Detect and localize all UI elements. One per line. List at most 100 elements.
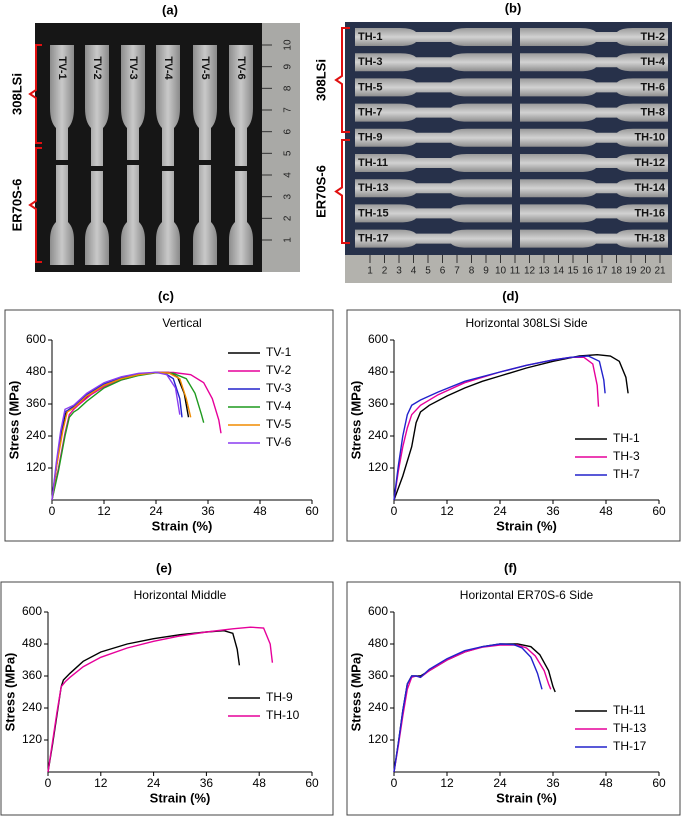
ruler-label: 7 [454, 266, 460, 277]
ruler-label: 10 [283, 39, 294, 51]
y-tick-label: 120 [368, 460, 388, 474]
specimen-label: TH-15 [358, 207, 389, 219]
specimen [355, 179, 512, 198]
series-line [393, 643, 556, 773]
specimen-label: TH-3 [358, 56, 382, 68]
series-line [51, 371, 192, 501]
legend-label: TH-7 [613, 467, 640, 481]
x-tick-label: 24 [147, 776, 161, 790]
x-tick-label: 12 [440, 504, 454, 518]
series-line [393, 353, 629, 501]
chart-title: Horizontal ER70S-6 Side [460, 588, 594, 602]
x-tick-label: 60 [652, 504, 666, 518]
chart-title: Vertical [162, 316, 201, 330]
specimen [520, 179, 668, 198]
legend-label: TV-5 [266, 417, 292, 431]
x-tick-label: 0 [49, 504, 56, 518]
group-bracket [334, 139, 350, 244]
x-tick-label: 0 [45, 776, 52, 790]
y-tick-label: 120 [22, 732, 42, 746]
ruler-label: 6 [283, 128, 294, 134]
fracture-gap [89, 166, 105, 171]
ruler-label: 15 [567, 266, 579, 277]
specimen-label: TH-18 [634, 233, 665, 245]
x-tick-label: 36 [546, 504, 560, 518]
x-tick-label: 60 [305, 776, 319, 790]
y-tick-label: 600 [26, 332, 46, 346]
specimen [520, 154, 668, 172]
x-tick-label: 12 [97, 504, 111, 518]
x-tick-label: 36 [201, 504, 215, 518]
x-tick-label: 24 [493, 776, 507, 790]
panel-label: (a) [162, 2, 178, 17]
x-axis-label: Strain (%) [496, 518, 557, 533]
specimen [355, 204, 512, 223]
y-axis-label: Stress (MPa) [348, 381, 363, 460]
ruler-label: 16 [582, 266, 594, 277]
specimen [193, 45, 217, 265]
chart-title: Horizontal Middle [134, 588, 227, 602]
y-tick-label: 240 [26, 428, 46, 442]
specimen-label: TV-2 [91, 56, 103, 79]
specimen-label: TH-17 [358, 233, 389, 245]
specimen-label: TH-2 [641, 31, 665, 43]
specimen [520, 53, 668, 72]
x-tick-label: 12 [440, 776, 454, 790]
y-tick-label: 360 [22, 668, 42, 682]
x-axis-label: Strain (%) [152, 518, 213, 533]
y-tick-label: 240 [22, 700, 42, 714]
group-label: ER70S-6 [9, 179, 24, 232]
fracture-gap [160, 166, 176, 171]
specimen [520, 229, 668, 248]
specimen-label: TH-7 [358, 107, 382, 119]
panel-label: (d) [502, 288, 519, 303]
x-tick-label: 0 [391, 504, 398, 518]
y-tick-label: 360 [26, 396, 46, 410]
ruler-label: 17 [596, 266, 608, 277]
ruler-label: 14 [553, 266, 565, 277]
ruler-label: 8 [283, 85, 294, 91]
y-tick-label: 240 [368, 428, 388, 442]
ruler-label: 12 [524, 266, 536, 277]
group-bracket [28, 44, 42, 144]
x-tick-label: 48 [253, 776, 267, 790]
x-tick-label: 60 [305, 504, 319, 518]
specimen-label: TH-8 [641, 107, 665, 119]
ruler-label: 13 [538, 266, 550, 277]
panel-frame [346, 309, 681, 542]
fracture-gap [125, 160, 141, 165]
specimen-label: TH-6 [641, 81, 665, 93]
photo-a-ruler [262, 23, 300, 272]
y-tick-label: 480 [368, 636, 388, 650]
specimen [520, 78, 668, 97]
series-line [47, 626, 274, 773]
ruler-label: 20 [640, 266, 652, 277]
specimen-label: TH-4 [641, 56, 666, 68]
specimen [355, 103, 512, 122]
specimen [520, 204, 668, 223]
ruler-label: 3 [396, 266, 402, 277]
ruler-label: 1 [283, 237, 294, 243]
specimen-label: TH-11 [358, 157, 388, 169]
specimen [156, 45, 180, 265]
ruler-label: 18 [611, 266, 623, 277]
x-tick-label: 48 [599, 776, 613, 790]
legend-label: TH-9 [266, 690, 293, 704]
ruler-label: 19 [625, 266, 637, 277]
panel-frame [346, 581, 681, 816]
y-tick-label: 120 [26, 460, 46, 474]
specimen [229, 45, 253, 265]
group-label: 308LSi [9, 73, 24, 115]
fracture-gap [233, 166, 249, 171]
specimen-label: TV-4 [162, 56, 174, 80]
ruler-label: 6 [440, 266, 446, 277]
specimen-label: TH-12 [634, 157, 665, 169]
legend-label: TV-3 [266, 381, 292, 395]
specimen-label: TH-14 [634, 182, 665, 194]
series-line [51, 371, 190, 501]
x-tick-label: 48 [253, 504, 267, 518]
x-tick-label: 36 [200, 776, 214, 790]
ruler-label: 7 [283, 107, 294, 113]
specimen-label: TH-16 [634, 207, 665, 219]
